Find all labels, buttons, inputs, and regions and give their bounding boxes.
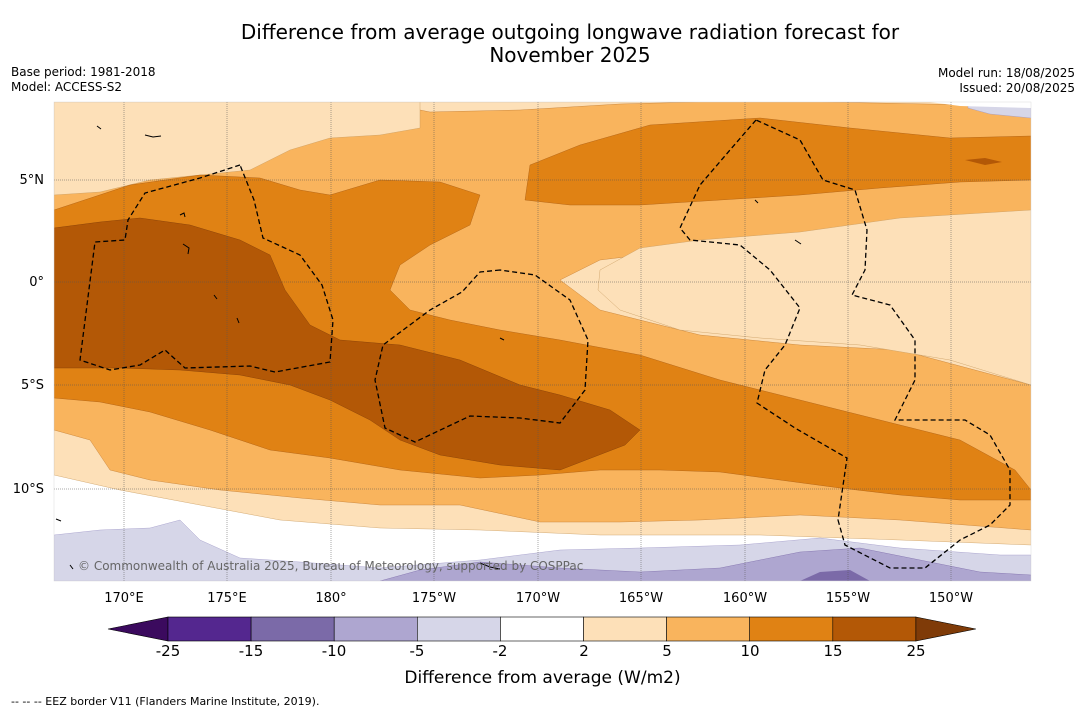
- anomaly-region-ne-white: [930, 102, 1031, 108]
- colorbar-tick: -15: [238, 642, 264, 660]
- map-frame: [53, 101, 1032, 582]
- colorbar-segment: [749, 616, 834, 642]
- colorbar-tick: -5: [409, 642, 425, 660]
- lat-label: 10°S: [13, 482, 44, 497]
- colorbar-segment: [500, 616, 584, 642]
- colorbar-segment: [832, 616, 917, 642]
- eez-borders: [79, 119, 1011, 569]
- anomaly-region-15-25-east: [965, 158, 1002, 165]
- eez-legend-note: -- -- -- EEZ border V11 (Flanders Marine…: [11, 695, 320, 708]
- copyright-notice: © Commonwealth of Australia 2025, Bureau…: [78, 559, 583, 573]
- longitude-labels: 170°E 175°E 180° 175°W 170°W 165°W 160°W…: [104, 591, 973, 606]
- colorbar: [107, 616, 976, 642]
- island-outlines: [55, 125, 802, 570]
- lat-label: 5°S: [21, 378, 44, 393]
- colorbar-tick: 10: [740, 642, 760, 660]
- lon-label: 180°: [315, 591, 346, 606]
- colorbar-tick: -25: [155, 642, 181, 660]
- title-line-1: Difference from average outgoing longwav…: [240, 20, 900, 44]
- model-run: Model run: 18/08/2025: [937, 66, 1075, 80]
- colorbar-extend-high: [915, 616, 976, 642]
- colorbar-segment: [666, 616, 750, 642]
- colorbar-tick: 2: [579, 642, 589, 660]
- anomaly-region-2-5-north: [54, 102, 421, 196]
- anomaly-region-15-25: [54, 217, 641, 471]
- latitude-labels: 5°N 0° 5°S 10°S: [13, 173, 44, 497]
- lon-label: 165°W: [619, 591, 663, 606]
- anomaly-region-10-15-north: [524, 117, 1031, 206]
- model-info: Base period: 1981-2018 Model: ACCESS-S2: [11, 65, 156, 95]
- anomaly-region-minus15-minus10: [800, 570, 870, 581]
- colorbar-segment: [333, 616, 418, 642]
- colorbar-tick: 25: [906, 642, 926, 660]
- lon-label: 175°E: [207, 591, 247, 606]
- base-period: Base period: 1981-2018: [11, 65, 156, 79]
- lat-label: 5°N: [20, 173, 45, 188]
- lon-label: 170°E: [104, 591, 144, 606]
- colorbar-tick: -10: [321, 642, 347, 660]
- colorbar-tick-labels: -25 -15 -10 -5 -2 2 5 10 15 25: [0, 642, 1085, 662]
- graticule: [54, 102, 1031, 581]
- colorbar-segment: [583, 616, 667, 642]
- run-info: Model run: 18/08/2025 Issued: 20/08/2025: [938, 66, 1075, 96]
- colorbar-tick: 5: [662, 642, 672, 660]
- anomaly-region-2-5-east: [597, 209, 1031, 386]
- model-name: Model: ACCESS-S2: [11, 80, 123, 94]
- colorbar-segment: [250, 616, 335, 642]
- colorbar-segment: [167, 616, 252, 642]
- lon-label: 170°W: [516, 591, 560, 606]
- title-line-2: November 2025: [489, 43, 651, 67]
- colorbar-tick: -2: [492, 642, 508, 660]
- lon-label: 160°W: [723, 591, 767, 606]
- map-panel: [54, 102, 1031, 581]
- lat-label: 0°: [29, 275, 44, 290]
- colorbar-segment: [416, 616, 501, 642]
- colorbar-tick: 15: [823, 642, 843, 660]
- colorbar-label: Difference from average (W/m2): [404, 668, 681, 688]
- lon-label: 175°W: [412, 591, 456, 606]
- map-title: Difference from average outgoing longwav…: [0, 21, 1085, 67]
- issued-date: Issued: 20/08/2025: [959, 81, 1075, 95]
- lon-label: 150°W: [929, 591, 973, 606]
- lon-label: 155°W: [826, 591, 870, 606]
- anomaly-region-10-15: [54, 174, 1031, 501]
- colorbar-extend-low: [107, 616, 169, 642]
